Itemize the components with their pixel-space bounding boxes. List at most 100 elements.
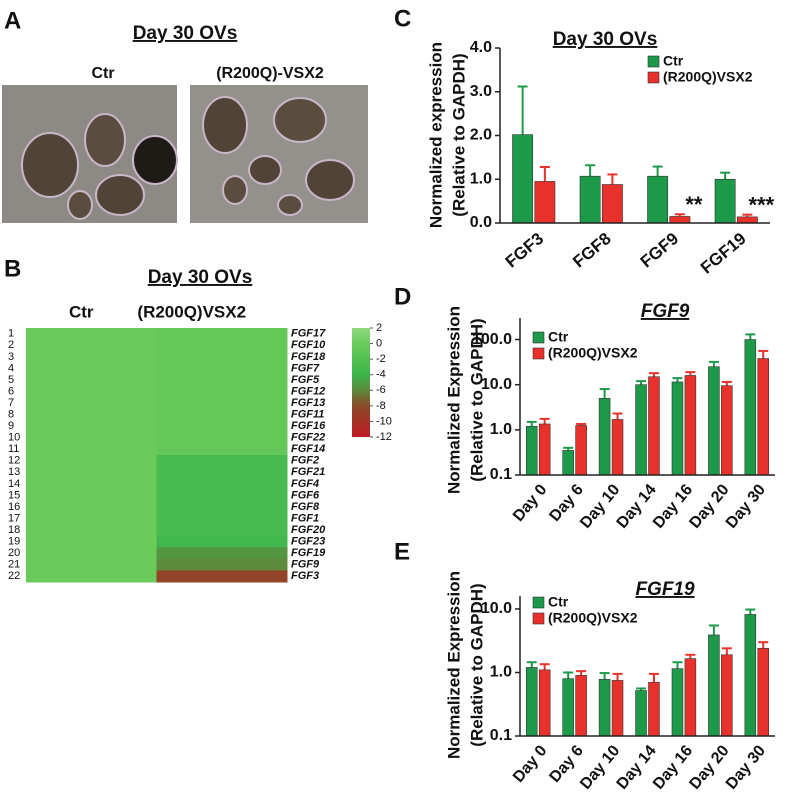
row-number: 1	[8, 328, 14, 340]
heatmap-cell	[26, 443, 157, 456]
row-label: FGF23	[291, 535, 325, 547]
bar	[708, 634, 720, 737]
column-header: Ctr	[69, 302, 94, 321]
row-number: 21	[8, 559, 20, 571]
heatmap-cell	[156, 374, 288, 387]
heatmap-cell	[156, 512, 288, 525]
heatmap-cell	[26, 524, 157, 537]
x-tick-label: FGF19	[697, 229, 750, 278]
x-tick-label: Day 0	[510, 481, 551, 525]
bar	[598, 679, 611, 737]
y-tick-label: 1.0	[490, 421, 512, 438]
row-label: FGF5	[291, 374, 320, 386]
bar	[757, 648, 770, 737]
heatmap-cell	[26, 374, 157, 387]
heatmap-cell	[26, 408, 157, 421]
heatmap-cell	[26, 397, 157, 410]
row-label: FGF20	[291, 524, 326, 536]
bar	[562, 678, 574, 737]
bar	[648, 682, 660, 737]
row-number: 10	[8, 432, 20, 444]
row-label: FGF17	[291, 328, 326, 340]
image-label: Ctr	[91, 65, 114, 82]
y-tick-label: 0.1	[490, 466, 512, 483]
bar	[757, 358, 770, 476]
legend-label: Ctr	[548, 329, 569, 345]
y-axis-label: Normalized Expression	[444, 306, 463, 494]
bar	[671, 668, 684, 737]
row-label: FGF22	[291, 432, 325, 444]
heatmap-cell	[26, 547, 157, 560]
bar	[538, 669, 551, 737]
bar	[635, 384, 647, 476]
heatmap-cell	[156, 431, 288, 444]
bar	[575, 675, 587, 737]
heatmap-cell	[156, 501, 288, 514]
heatmap-cell	[156, 558, 288, 571]
heatmap-cell	[156, 339, 288, 352]
colorbar-tick-label: -4	[376, 369, 386, 381]
heatmap-cell	[26, 512, 157, 525]
y-axis-label: (Relative to GAPDH)	[467, 583, 486, 746]
colorbar-tick-label: -10	[376, 415, 392, 427]
heatmap-cell	[26, 420, 157, 433]
heatmap-cell	[156, 328, 288, 341]
panel-letter: C	[394, 5, 411, 32]
bar	[708, 366, 720, 476]
row-label: FGF14	[291, 443, 325, 455]
heatmap-cell	[26, 558, 157, 571]
heatmap-cell	[26, 431, 157, 444]
row-number: 15	[8, 489, 20, 501]
heatmap-cell	[156, 547, 288, 560]
bar	[525, 425, 538, 476]
bar	[684, 658, 697, 737]
bar	[635, 690, 647, 737]
x-tick-label: FGF9	[637, 229, 683, 271]
bar	[512, 134, 534, 224]
panel-letter: A	[4, 7, 21, 34]
heatmap-cell	[156, 466, 288, 479]
row-label: FGF2	[291, 455, 319, 467]
image-label: (R200Q)-VSX2	[216, 65, 324, 82]
row-label: FGF8	[291, 501, 320, 513]
row-number: 20	[8, 547, 20, 559]
row-number: 6	[8, 385, 14, 397]
row-number: 12	[8, 455, 20, 467]
bar	[598, 397, 611, 476]
colorbar-tick-label: -8	[376, 400, 386, 412]
heatmap-cell	[26, 385, 157, 398]
panel-title: FGF9	[641, 301, 690, 322]
bar	[647, 175, 669, 224]
heatmap-cell	[156, 408, 288, 421]
heatmap-cell	[26, 328, 157, 341]
bar	[744, 614, 757, 737]
micrograph	[190, 85, 368, 223]
bar	[534, 181, 556, 224]
legend-label: Ctr	[548, 594, 569, 610]
row-label: FGF12	[291, 385, 325, 397]
column-header: (R200Q)VSX2	[137, 302, 246, 321]
y-tick-label: 0.1	[490, 727, 512, 744]
legend-swatch	[647, 55, 660, 68]
y-axis-label: Normalized Expression	[444, 571, 463, 759]
row-number: 5	[8, 374, 14, 386]
bar	[721, 654, 733, 737]
colorbar-tick-label: -12	[376, 431, 392, 443]
legend-label: (R200Q)VSX2	[663, 69, 753, 85]
row-label: FGF3	[291, 570, 319, 582]
y-tick-label: 1.0	[470, 170, 492, 187]
bar	[611, 419, 624, 476]
y-tick-label: 2.0	[470, 127, 492, 144]
heatmap-cell	[26, 535, 157, 548]
row-number: 18	[8, 524, 20, 536]
heatmap-cell	[26, 489, 157, 502]
legend-swatch	[532, 331, 545, 344]
heatmap-cell	[156, 443, 288, 456]
row-label: FGF9	[291, 559, 320, 571]
heatmap-cell	[156, 535, 288, 548]
row-label: FGF18	[291, 351, 326, 363]
heatmap-cell	[26, 351, 157, 364]
row-label: FGF21	[291, 466, 325, 478]
panel-letter: B	[4, 255, 21, 282]
